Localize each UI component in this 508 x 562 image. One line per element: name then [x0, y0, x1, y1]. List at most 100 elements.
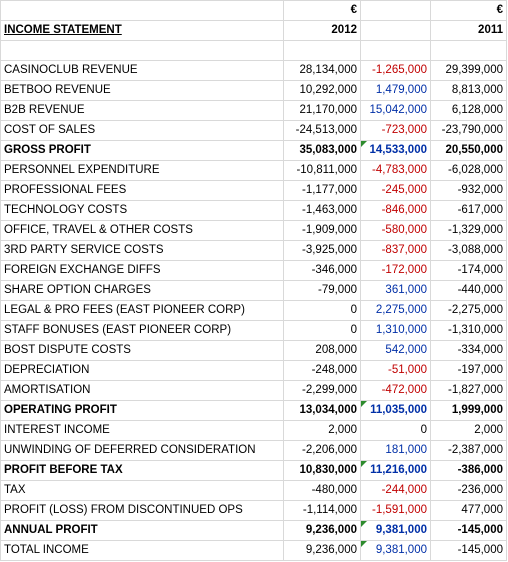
row-label-cell[interactable]: DEPRECIATION	[0, 360, 284, 381]
value-2011-cell[interactable]: -617,000	[430, 200, 507, 221]
row-label-cell[interactable]: CASINOCLUB REVENUE	[0, 60, 284, 81]
value-2011-cell[interactable]: -1,329,000	[430, 220, 507, 241]
value-2011-cell[interactable]: -440,000	[430, 280, 507, 301]
value-2012-cell[interactable]: -1,114,000	[283, 500, 361, 521]
value-2011-cell[interactable]: 2,000	[430, 420, 507, 441]
row-label-cell[interactable]: AMORTISATION	[0, 380, 284, 401]
variance-cell[interactable]: -4,783,000	[360, 160, 431, 181]
value-2011-cell[interactable]: 1,999,000	[430, 400, 507, 421]
year-2012-cell[interactable]: 2012	[283, 20, 361, 41]
variance-cell[interactable]: -580,000	[360, 220, 431, 241]
cell-blank[interactable]	[430, 40, 507, 61]
variance-cell[interactable]: 0	[360, 420, 431, 441]
variance-cell[interactable]: 2,275,000	[360, 300, 431, 321]
row-label-cell[interactable]: SHARE OPTION CHARGES	[0, 280, 284, 301]
value-2011-cell[interactable]: -6,028,000	[430, 160, 507, 181]
cell-blank[interactable]	[360, 0, 431, 21]
row-label-cell[interactable]: UNWINDING OF DEFERRED CONSIDERATION	[0, 440, 284, 461]
variance-cell[interactable]: 181,000	[360, 440, 431, 461]
value-2012-cell[interactable]: 21,170,000	[283, 100, 361, 121]
value-2011-cell[interactable]: 6,128,000	[430, 100, 507, 121]
value-2011-cell[interactable]: -932,000	[430, 180, 507, 201]
variance-cell[interactable]: 15,042,000	[360, 100, 431, 121]
row-label-cell[interactable]: TOTAL INCOME	[0, 540, 284, 561]
row-label-cell[interactable]: PROFESSIONAL FEES	[0, 180, 284, 201]
value-2012-cell[interactable]: 10,292,000	[283, 80, 361, 101]
variance-cell[interactable]: 542,000	[360, 340, 431, 361]
row-label-cell[interactable]: PROFIT (LOSS) FROM DISCONTINUED OPS	[0, 500, 284, 521]
variance-cell[interactable]: -1,591,000	[360, 500, 431, 521]
cell-blank[interactable]	[0, 40, 284, 61]
value-2012-cell[interactable]: 9,236,000	[283, 520, 361, 541]
value-2012-cell[interactable]: -480,000	[283, 480, 361, 501]
variance-cell[interactable]: 361,000	[360, 280, 431, 301]
currency-2012-cell[interactable]: €	[283, 0, 361, 21]
row-label-cell[interactable]: OPERATING PROFIT	[0, 400, 284, 421]
value-2011-cell[interactable]: 477,000	[430, 500, 507, 521]
row-label-cell[interactable]: TAX	[0, 480, 284, 501]
value-2011-cell[interactable]: -145,000	[430, 520, 507, 541]
cell-blank[interactable]	[360, 20, 431, 41]
row-label-cell[interactable]: INTEREST INCOME	[0, 420, 284, 441]
value-2012-cell[interactable]: 0	[283, 300, 361, 321]
value-2012-cell[interactable]: 9,236,000	[283, 540, 361, 561]
value-2011-cell[interactable]: 29,399,000	[430, 60, 507, 81]
value-2012-cell[interactable]: -1,909,000	[283, 220, 361, 241]
row-label-cell[interactable]: COST OF SALES	[0, 120, 284, 141]
variance-cell[interactable]: 11,216,000	[360, 460, 431, 481]
year-2011-cell[interactable]: 2011	[430, 20, 507, 41]
row-label-cell[interactable]: LEGAL & PRO FEES (EAST PIONEER CORP)	[0, 300, 284, 321]
variance-cell[interactable]: 1,310,000	[360, 320, 431, 341]
value-2011-cell[interactable]: -174,000	[430, 260, 507, 281]
variance-cell[interactable]: -51,000	[360, 360, 431, 381]
value-2011-cell[interactable]: 20,550,000	[430, 140, 507, 161]
row-label-cell[interactable]: B2B REVENUE	[0, 100, 284, 121]
variance-cell[interactable]: -846,000	[360, 200, 431, 221]
value-2012-cell[interactable]: 0	[283, 320, 361, 341]
variance-cell[interactable]: -472,000	[360, 380, 431, 401]
value-2012-cell[interactable]: -248,000	[283, 360, 361, 381]
value-2011-cell[interactable]: -236,000	[430, 480, 507, 501]
value-2011-cell[interactable]: 8,813,000	[430, 80, 507, 101]
variance-cell[interactable]: 14,533,000	[360, 140, 431, 161]
value-2012-cell[interactable]: -2,299,000	[283, 380, 361, 401]
value-2012-cell[interactable]: -1,463,000	[283, 200, 361, 221]
cell-blank[interactable]	[0, 0, 284, 21]
variance-cell[interactable]: -837,000	[360, 240, 431, 261]
value-2012-cell[interactable]: -24,513,000	[283, 120, 361, 141]
variance-cell[interactable]: -244,000	[360, 480, 431, 501]
value-2012-cell[interactable]: -1,177,000	[283, 180, 361, 201]
row-label-cell[interactable]: BETBOO REVENUE	[0, 80, 284, 101]
statement-title-cell[interactable]: INCOME STATEMENT	[0, 20, 284, 41]
row-label-cell[interactable]: FOREIGN EXCHANGE DIFFS	[0, 260, 284, 281]
variance-cell[interactable]: 9,381,000	[360, 520, 431, 541]
value-2012-cell[interactable]: -10,811,000	[283, 160, 361, 181]
value-2012-cell[interactable]: 10,830,000	[283, 460, 361, 481]
row-label-cell[interactable]: TECHNOLOGY COSTS	[0, 200, 284, 221]
row-label-cell[interactable]: BOST DISPUTE COSTS	[0, 340, 284, 361]
row-label-cell[interactable]: GROSS PROFIT	[0, 140, 284, 161]
value-2011-cell[interactable]: -1,310,000	[430, 320, 507, 341]
cell-blank[interactable]	[283, 40, 361, 61]
value-2012-cell[interactable]: 28,134,000	[283, 60, 361, 81]
value-2012-cell[interactable]: 2,000	[283, 420, 361, 441]
value-2012-cell[interactable]: -79,000	[283, 280, 361, 301]
variance-cell[interactable]: -172,000	[360, 260, 431, 281]
row-label-cell[interactable]: 3RD PARTY SERVICE COSTS	[0, 240, 284, 261]
value-2011-cell[interactable]: -386,000	[430, 460, 507, 481]
value-2012-cell[interactable]: 13,034,000	[283, 400, 361, 421]
variance-cell[interactable]: -723,000	[360, 120, 431, 141]
value-2011-cell[interactable]: -3,088,000	[430, 240, 507, 261]
row-label-cell[interactable]: ANNUAL PROFIT	[0, 520, 284, 541]
variance-cell[interactable]: 11,035,000	[360, 400, 431, 421]
variance-cell[interactable]: 1,479,000	[360, 80, 431, 101]
variance-cell[interactable]: 9,381,000	[360, 540, 431, 561]
value-2011-cell[interactable]: -145,000	[430, 540, 507, 561]
variance-cell[interactable]: -245,000	[360, 180, 431, 201]
value-2012-cell[interactable]: -3,925,000	[283, 240, 361, 261]
value-2011-cell[interactable]: -197,000	[430, 360, 507, 381]
variance-cell[interactable]: -1,265,000	[360, 60, 431, 81]
row-label-cell[interactable]: STAFF BONUSES (EAST PIONEER CORP)	[0, 320, 284, 341]
value-2011-cell[interactable]: -334,000	[430, 340, 507, 361]
value-2012-cell[interactable]: -2,206,000	[283, 440, 361, 461]
